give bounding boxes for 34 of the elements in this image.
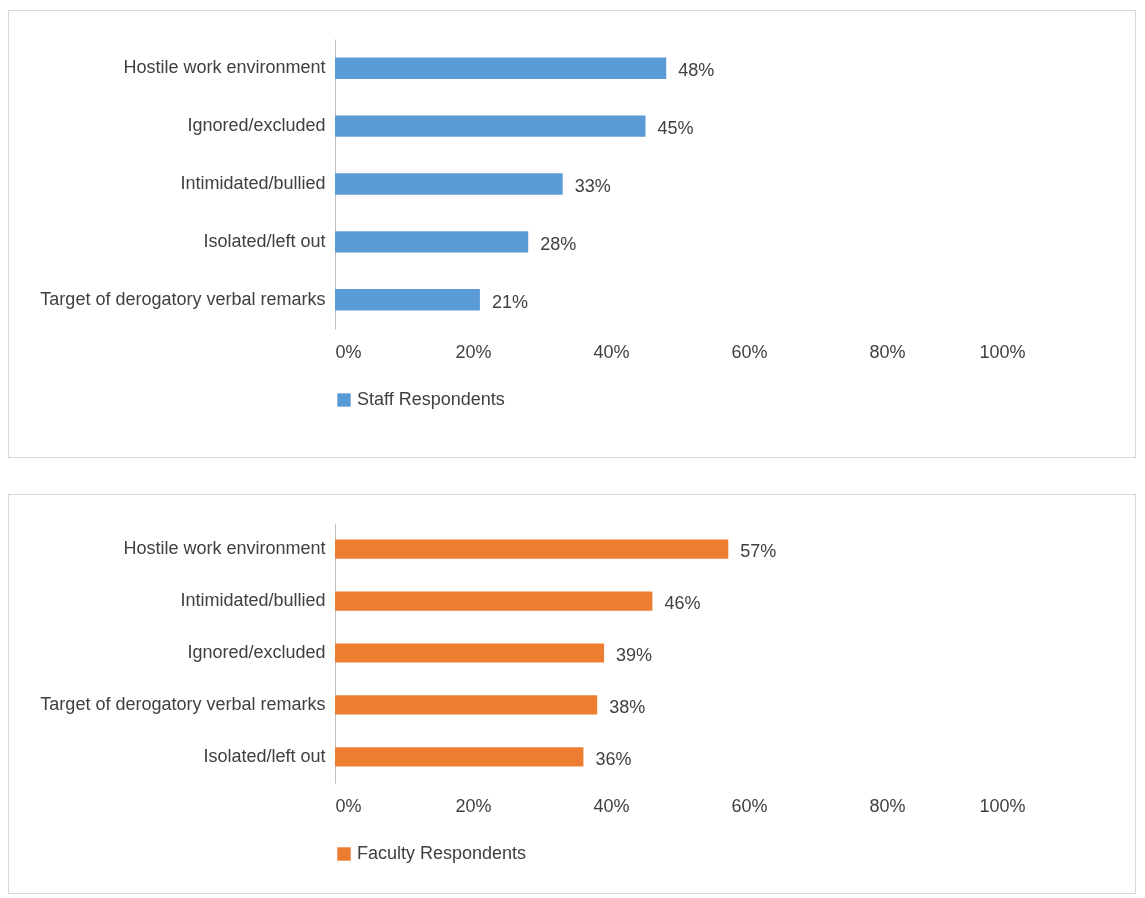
data-label: 57% [740, 541, 777, 562]
x-tick-label: 0% [335, 795, 362, 816]
x-tick-label: 40% [593, 341, 630, 362]
x-tick-label: 60% [731, 795, 768, 816]
data-label: 33% [574, 176, 611, 196]
x-tick-label: 100% [979, 341, 1026, 362]
y-tick-label: Isolated/left out [203, 230, 326, 251]
y-tick-label: Target of derogatory verbal remarks [40, 693, 326, 714]
x-tick-label: 80% [869, 795, 906, 816]
y-tick-label: Isolated/left out [203, 745, 326, 766]
data-label: 46% [664, 593, 701, 614]
x-tick-label: 100% [979, 795, 1026, 816]
y-tick-label: Hostile work environment [123, 538, 326, 559]
x-tick-label: 60% [731, 341, 768, 362]
data-label: 21% [491, 291, 528, 312]
x-tick-label: 20% [455, 341, 492, 362]
y-tick-label: Intimidated/bullied [180, 590, 326, 611]
data-label: 28% [540, 233, 577, 254]
data-label: 36% [595, 748, 632, 769]
legend-label: Staff Respondents [357, 389, 505, 409]
y-tick-label: Ignored/excluded [187, 115, 326, 136]
y-tick-label: Target of derogatory verbal remarks [40, 288, 326, 309]
x-tick-label: 40% [593, 795, 630, 816]
data-label: 39% [616, 645, 653, 665]
x-tick-label: 80% [869, 341, 906, 362]
data-label: 45% [657, 118, 694, 139]
legend-label: Faculty Respondents [357, 843, 527, 863]
x-tick-label: 20% [455, 795, 492, 816]
data-label: 38% [609, 696, 646, 717]
y-tick-label: Ignored/excluded [187, 642, 326, 662]
y-tick-label: Hostile work environment [123, 57, 326, 78]
x-tick-label: 0% [335, 341, 362, 362]
data-label: 48% [678, 60, 715, 81]
y-tick-label: Intimidated/bullied [180, 173, 326, 193]
